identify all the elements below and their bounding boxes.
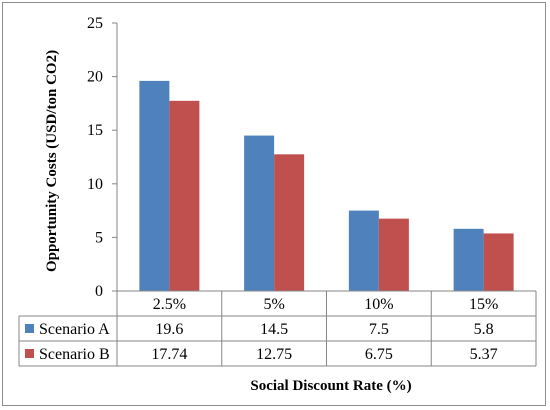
bar-scenario-b-0 bbox=[169, 100, 200, 291]
data-value: 7.5 bbox=[369, 321, 389, 338]
legend-key-scenario-b bbox=[25, 349, 34, 358]
data-value: 6.75 bbox=[365, 346, 393, 363]
category-label: 5% bbox=[263, 296, 284, 313]
bar-scenario-a-3 bbox=[453, 228, 484, 291]
x-axis-title: Social Discount Rate (%) bbox=[250, 378, 411, 394]
category-label: 10% bbox=[364, 296, 393, 313]
category-label: 2.5% bbox=[153, 296, 186, 313]
series-name: Scenario B bbox=[39, 346, 110, 363]
legend-key-scenario-a bbox=[25, 324, 34, 333]
bar-scenario-b-2 bbox=[378, 218, 409, 291]
category-label: 15% bbox=[469, 296, 498, 313]
data-value: 17.74 bbox=[151, 346, 187, 363]
data-value: 14.5 bbox=[260, 321, 288, 338]
y-tick-label: 5 bbox=[95, 229, 103, 246]
data-value: 5.37 bbox=[470, 346, 498, 363]
data-value: 5.8 bbox=[474, 321, 494, 338]
axes-layer: 0 5 10 15 20 25 bbox=[87, 15, 118, 300]
data-table: 2.5% 5% 10% 15% Scenario A 19.6 14.5 7.5 5.8 Scen… bbox=[18, 290, 537, 367]
series-name: Scenario A bbox=[39, 321, 110, 338]
bar-scenario-b-3 bbox=[483, 233, 514, 291]
bars-layer bbox=[139, 80, 514, 291]
bar-scenario-a-0 bbox=[139, 80, 170, 291]
bar-scenario-a-1 bbox=[244, 135, 275, 291]
data-value: 19.6 bbox=[155, 321, 183, 338]
y-tick-label: 25 bbox=[87, 15, 103, 32]
y-tick-label: 10 bbox=[87, 176, 103, 193]
data-value: 12.75 bbox=[256, 346, 292, 363]
y-tick-label: 20 bbox=[87, 69, 103, 86]
y-axis-title: Opportunity Costs (USD/ton CO2) bbox=[44, 50, 60, 272]
y-tick-label: 0 bbox=[95, 283, 103, 300]
bar-scenario-a-2 bbox=[348, 210, 379, 291]
bar-scenario-b-1 bbox=[274, 154, 305, 291]
y-tick-label: 15 bbox=[87, 122, 103, 139]
